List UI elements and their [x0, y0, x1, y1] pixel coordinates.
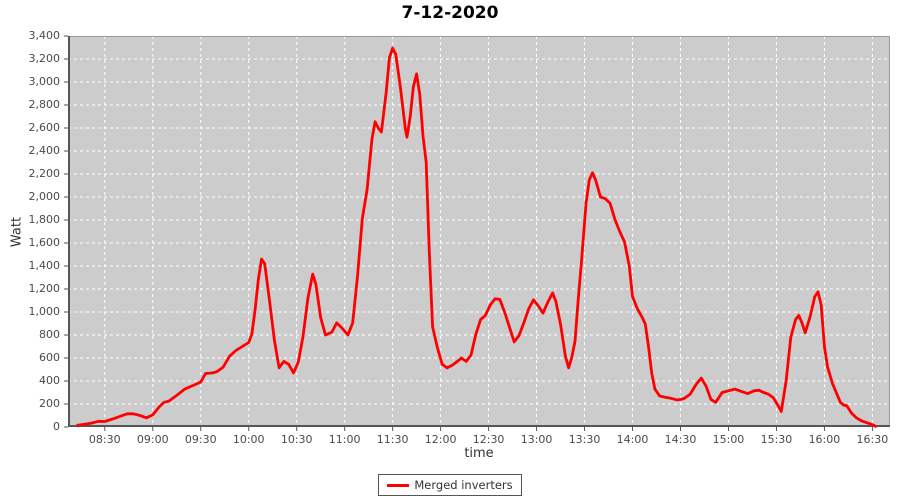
y-tick-label: 2,600 — [28, 121, 61, 134]
series-line — [76, 46, 877, 428]
y-tick-label: 1,600 — [28, 236, 61, 249]
x-tick-label: 12:00 — [424, 433, 457, 446]
y-tick-label: 2,800 — [28, 98, 61, 111]
x-tick-label: 16:30 — [856, 433, 889, 446]
y-tick-label: 1,000 — [28, 305, 61, 318]
x-tick-label: 10:30 — [280, 433, 313, 446]
y-tick-label: 400 — [39, 374, 60, 387]
legend-line-sample — [387, 483, 410, 487]
x-tick-label: 09:00 — [136, 433, 169, 446]
y-tick-label: 0 — [53, 420, 60, 433]
x-tick-label: 15:00 — [712, 433, 745, 446]
y-tick-label: 600 — [39, 351, 60, 364]
x-tick-label: 11:30 — [376, 433, 409, 446]
x-tick-label: 11:00 — [328, 433, 361, 446]
y-tick-label: 1,200 — [28, 282, 61, 295]
x-tick-label: 13:00 — [520, 433, 553, 446]
y-tick-label: 1,800 — [28, 213, 61, 226]
plot-area[interactable] — [64, 35, 890, 431]
legend: Merged inverters — [0, 474, 900, 496]
legend-box: Merged inverters — [378, 474, 522, 496]
x-tick-label: 10:00 — [232, 433, 265, 446]
x-tick-label: 12:30 — [472, 433, 505, 446]
plot-canvas[interactable] — [64, 35, 890, 431]
y-tick-label: 1,400 — [28, 259, 61, 272]
x-tick-label: 16:00 — [808, 433, 841, 446]
x-tick-label: 15:30 — [760, 433, 793, 446]
x-tick-label: 08:30 — [88, 433, 121, 446]
y-tick-label: 3,000 — [28, 75, 61, 88]
y-tick-label: 3,200 — [28, 52, 61, 65]
y-tick-label: 200 — [39, 397, 60, 410]
x-tick-label: 14:00 — [616, 433, 649, 446]
x-tick-label: 13:30 — [568, 433, 601, 446]
plot-border — [68, 36, 890, 427]
legend-item-label: Merged inverters — [414, 478, 513, 492]
y-tick-label: 3,400 — [28, 29, 61, 42]
y-tick-label: 2,200 — [28, 167, 61, 180]
y-tick-label: 800 — [39, 328, 60, 341]
x-tick-label: 14:30 — [664, 433, 697, 446]
y-tick-label: 2,400 — [28, 144, 61, 157]
chart-title: 7-12-2020 — [401, 3, 499, 23]
x-tick-label: 09:30 — [184, 433, 217, 446]
y-tick-label: 2,000 — [28, 190, 61, 203]
x-axis-label: time — [464, 446, 494, 461]
